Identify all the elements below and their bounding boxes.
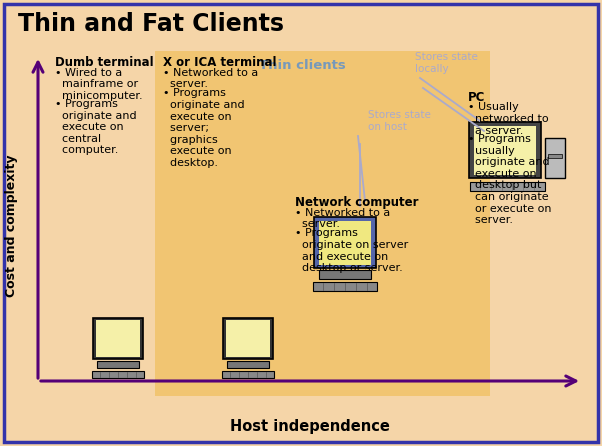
Text: Host independence: Host independence [230,419,390,434]
Bar [545,138,565,178]
Text: • Programs
  originate and
  execute on
  server;
  graphics
  execute on
  desk: • Programs originate and execute on serv… [163,88,244,168]
Text: Stores state
on host: Stores state on host [368,111,431,132]
Text: • Programs
  usually
  originate and
  execute on
  desktop but
  can originate
: • Programs usually originate and execute… [468,134,551,225]
Bar [548,154,562,158]
Bar [469,122,541,178]
Text: • Wired to a
  mainframe or
  minicomputer.: • Wired to a mainframe or minicomputer. [55,67,143,101]
Text: Dumb terminal: Dumb terminal [55,56,154,69]
Bar [96,320,140,357]
Bar [93,318,143,359]
Text: • Usually
  networked to
  a server.: • Usually networked to a server. [468,103,548,136]
Bar [96,361,140,368]
Text: X or ICA terminal: X or ICA terminal [163,56,276,69]
Bar [319,270,371,279]
Bar [312,282,377,291]
Bar [470,182,544,191]
Text: PC: PC [468,91,485,104]
Bar [226,361,270,368]
Bar [474,126,536,175]
Text: Thin clients: Thin clients [259,59,346,72]
Text: • Networked to a
  server.: • Networked to a server. [163,67,258,89]
Bar [226,320,270,357]
Bar [92,371,144,378]
Text: • Networked to a
  server.: • Networked to a server. [295,207,390,229]
Bar [223,318,273,359]
Text: Cost and complexity: Cost and complexity [5,155,19,297]
Text: Network computer: Network computer [295,196,418,209]
Text: • Programs
  originate on server
  and execute on
  desktop or server.: • Programs originate on server and execu… [295,228,408,273]
Text: Thin and Fat Clients: Thin and Fat Clients [18,12,284,36]
Bar [314,217,376,268]
Bar [318,221,371,265]
Text: Stores state
locally: Stores state locally [415,52,478,74]
Text: • Programs
  originate and
  execute on
  central
  computer.: • Programs originate and execute on cent… [55,99,137,155]
Bar [155,51,490,396]
Bar [222,371,275,378]
